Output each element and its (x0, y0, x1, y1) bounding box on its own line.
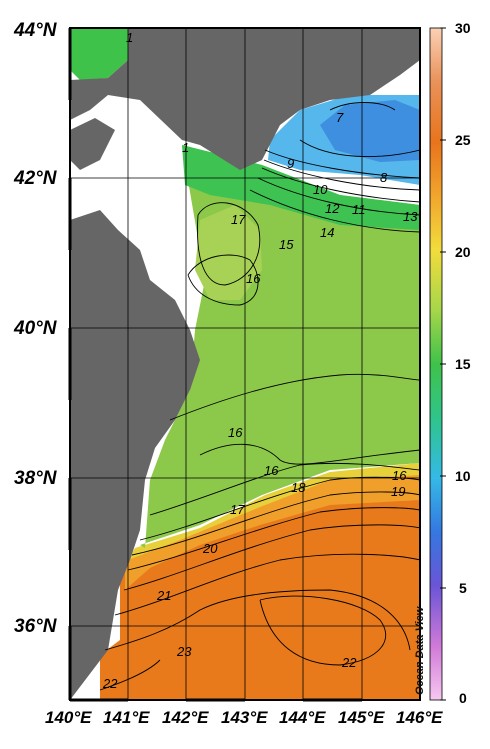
contour-label: 18 (291, 480, 306, 495)
contour-label: 7 (336, 110, 344, 125)
contour-label: 23 (176, 644, 192, 659)
colorbar-label-25: 25 (455, 132, 471, 148)
warm-water-region (100, 470, 420, 700)
lon-label-141: 141°E (103, 708, 150, 727)
contour-label: 10 (313, 182, 328, 197)
lon-label-143: 143°E (221, 708, 268, 727)
graticule (70, 28, 420, 700)
contour-label: 9 (287, 156, 294, 171)
colorbar-label-0: 0 (459, 690, 467, 706)
contour-label: 13 (403, 209, 418, 224)
contour-label: 21 (156, 588, 171, 603)
contour-label: 1 (182, 140, 189, 155)
contour-label: 17 (230, 502, 245, 517)
lon-label-140: 140°E (45, 708, 92, 727)
lon-label-144: 144°E (279, 708, 326, 727)
contour-label: 22 (341, 655, 357, 670)
orange-band (125, 470, 420, 590)
contour-label: 22 (102, 676, 118, 691)
contour-label: 19 (391, 484, 405, 499)
lat-label-42: 42°N (14, 168, 57, 189)
contour-label: 12 (325, 201, 340, 216)
contour-label: 15 (279, 237, 294, 252)
lon-label-146: 146°E (396, 708, 443, 727)
colorbar-label-20: 20 (455, 244, 471, 260)
lon-label-145: 145°E (338, 708, 385, 727)
colorbar-label-15: 15 (455, 356, 471, 372)
cold-core (320, 100, 420, 162)
colorbar-label-30: 30 (455, 20, 471, 36)
frame-ticks (68, 28, 362, 702)
contour-label: 16 (264, 463, 279, 478)
contour-label: 1 (126, 30, 133, 45)
contour-label: 16 (246, 271, 261, 286)
contour-label: 17 (231, 212, 246, 227)
colorbar-label-5: 5 (459, 580, 467, 596)
lat-label-40: 40°N (14, 318, 57, 339)
contour-label: 14 (320, 225, 334, 240)
lon-label-142: 142°E (162, 708, 209, 727)
contour-label: 20 (202, 541, 218, 556)
colorbar-label-10: 10 (455, 468, 471, 484)
lat-label-44: 44°N (14, 20, 57, 41)
contour-label: 11 (352, 202, 366, 217)
contour-label: 16 (228, 425, 243, 440)
contour-label: 8 (380, 170, 388, 185)
land-patch-north (70, 118, 115, 170)
ocean-data-view-watermark: Ocean Data View (414, 606, 426, 695)
colorbar-ticks (440, 27, 446, 701)
contour-value-labels: 1 7 8 9 10 11 12 13 14 15 16 17 16 16 16… (102, 30, 418, 691)
north-west-green (70, 28, 128, 80)
honshu-landmass (70, 210, 200, 700)
lat-label-36: 36°N (14, 616, 57, 637)
lat-label-38: 38°N (14, 468, 57, 489)
yellow-band (128, 463, 420, 560)
contour-label: 16 (392, 468, 407, 483)
